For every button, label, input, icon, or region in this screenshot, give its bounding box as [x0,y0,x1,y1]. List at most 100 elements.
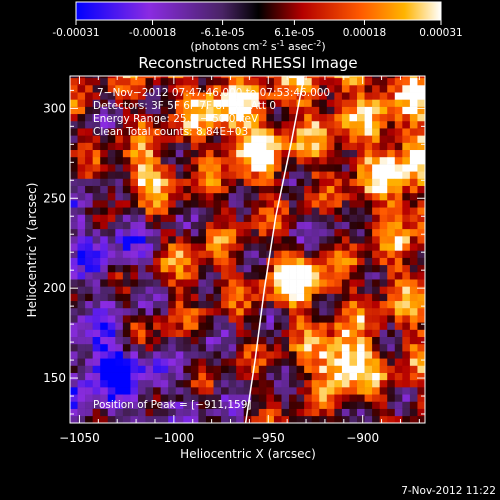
heatmap-cell [311,264,320,273]
heatmap-cell [334,113,343,122]
heatmap-cell [205,214,214,222]
heatmap-cell [319,236,328,244]
heatmap-cell [221,164,229,172]
heatmap-cell [92,394,101,402]
heatmap-cell [296,135,305,143]
heatmap-cell [379,279,388,287]
heatmap-cell [168,329,177,337]
heatmap-cell [326,171,335,179]
heatmap-cell [130,408,139,417]
heatmap-cell [409,307,418,316]
heatmap-cell [304,76,313,79]
heatmap-cell [258,408,267,417]
heatmap-cell [409,236,418,244]
heatmap-cell [394,264,403,273]
heatmap-cell [304,379,313,388]
heatmap-cell [372,164,380,172]
heatmap-cell [379,171,388,179]
heatmap-cell [417,192,425,201]
heatmap-cell [183,92,192,100]
heatmap-cell [258,185,267,194]
heatmap-cell [394,351,403,359]
heatmap-cell [379,336,388,345]
heatmap-cell [236,200,245,208]
heatmap-cell [273,113,282,122]
heatmap-cell [409,293,418,302]
heatmap-cell [311,343,320,352]
heatmap-cell [273,178,282,186]
heatmap-cell [372,106,380,115]
heatmap-cell [190,236,199,244]
heatmap-cell [281,372,290,381]
heatmap-cell [190,286,199,294]
heatmap-cell [273,214,282,222]
heatmap-cell [92,387,101,395]
heatmap-cell [228,156,237,165]
heatmap-cell [334,99,343,107]
heatmap-cell [334,351,343,359]
heatmap-cell [394,236,403,244]
heatmap-cell [304,149,313,158]
heatmap-cell [168,372,177,381]
heatmap-cell [394,135,403,143]
heatmap-cell [417,279,425,287]
heatmap-cell [190,358,199,366]
heatmap-cell [379,343,388,352]
heatmap-cell [409,358,418,366]
heatmap-cell [137,171,146,179]
heatmap-cell [107,99,116,107]
heatmap-cell [175,135,184,143]
heatmap-cell [319,271,328,280]
heatmap-cell [85,149,93,158]
heatmap-cell [417,128,425,136]
heatmap-cell [266,135,275,143]
heatmap-cell [387,243,396,251]
heatmap-cell [266,365,275,373]
heatmap-cell [145,185,154,194]
heatmap-cell [236,300,245,309]
heatmap-cell [296,120,305,129]
heatmap-cell [357,128,365,136]
heatmap-cell [70,351,78,359]
heatmap-cell [137,379,146,388]
heatmap-cell [236,171,245,179]
heatmap-cell [357,372,365,381]
heatmap-cell [190,293,199,302]
heatmap-cell [281,192,290,201]
heatmap-cell [349,351,358,359]
heatmap-cell [221,128,229,136]
heatmap-cell [402,394,411,402]
heatmap-cell [372,84,380,93]
heatmap-cell [296,315,305,323]
heatmap-cell [372,178,380,186]
heatmap-cell [92,128,101,136]
heatmap-cell [349,149,358,158]
heatmap-cell [357,207,365,215]
heatmap-cell [417,164,425,172]
heatmap-cell [77,185,86,194]
heatmap-cell [236,76,245,79]
heatmap-cell [153,264,161,273]
heatmap-cell [402,250,411,258]
heatmap-cell [145,307,154,316]
heatmap-cell [100,387,109,395]
heatmap-cell [175,92,184,100]
heatmap-cell [409,243,418,251]
heatmap-cell [326,329,335,337]
heatmap-cell [85,365,93,373]
heatmap-cell [213,84,222,93]
heatmap-cell [341,164,350,172]
heatmap-cell [228,214,237,222]
heatmap-cell [153,200,161,208]
heatmap-cell [228,128,237,136]
heatmap-cell [357,329,365,337]
heatmap-cell [221,293,229,302]
heatmap-cell [190,387,199,395]
heatmap-cell [107,329,116,337]
heatmap-cell [341,128,350,136]
heatmap-cell [281,120,290,129]
heatmap-cell [115,257,124,266]
heatmap-cell [273,401,282,409]
heatmap-cell [394,164,403,172]
heatmap-cell [281,365,290,373]
